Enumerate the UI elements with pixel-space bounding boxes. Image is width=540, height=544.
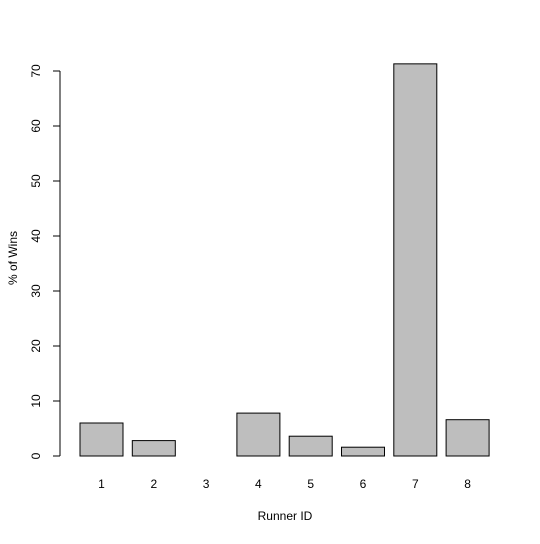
y-tick-label: 20 — [29, 339, 43, 353]
x-tick-label: 8 — [464, 477, 471, 491]
x-tick-label: 5 — [307, 477, 314, 491]
y-tick-label: 70 — [29, 64, 43, 78]
x-tick-label: 7 — [412, 477, 419, 491]
y-tick-label: 10 — [29, 394, 43, 408]
y-tick-label: 40 — [29, 229, 43, 243]
bar-runner-2 — [131, 440, 176, 457]
x-tick-label: 6 — [360, 477, 367, 491]
y-tick-label: 60 — [29, 119, 43, 133]
y-tick-label: 50 — [29, 174, 43, 188]
x-axis-title: Runner ID — [258, 509, 313, 523]
x-tick-label: 2 — [150, 477, 157, 491]
bar-runner-4 — [236, 412, 281, 457]
x-tick-label: 1 — [98, 477, 105, 491]
bars-group — [79, 63, 490, 457]
bar-runner-6 — [341, 446, 385, 457]
x-tick-labels: 1 2 3 4 5 6 7 8 — [98, 477, 471, 491]
y-tick-label: 30 — [29, 284, 43, 298]
y-tick-label: 0 — [29, 452, 43, 459]
x-tick-label: 4 — [255, 477, 262, 491]
bar-runner-7 — [393, 63, 438, 457]
y-axis-title: % of Wins — [6, 231, 20, 285]
bar-runner-8 — [445, 419, 490, 457]
bar-runner-1 — [79, 422, 124, 457]
bar-runner-5 — [288, 435, 333, 457]
x-tick-label: 3 — [203, 477, 210, 491]
y-axis: 0 10 20 30 40 50 60 70 — [29, 64, 61, 459]
